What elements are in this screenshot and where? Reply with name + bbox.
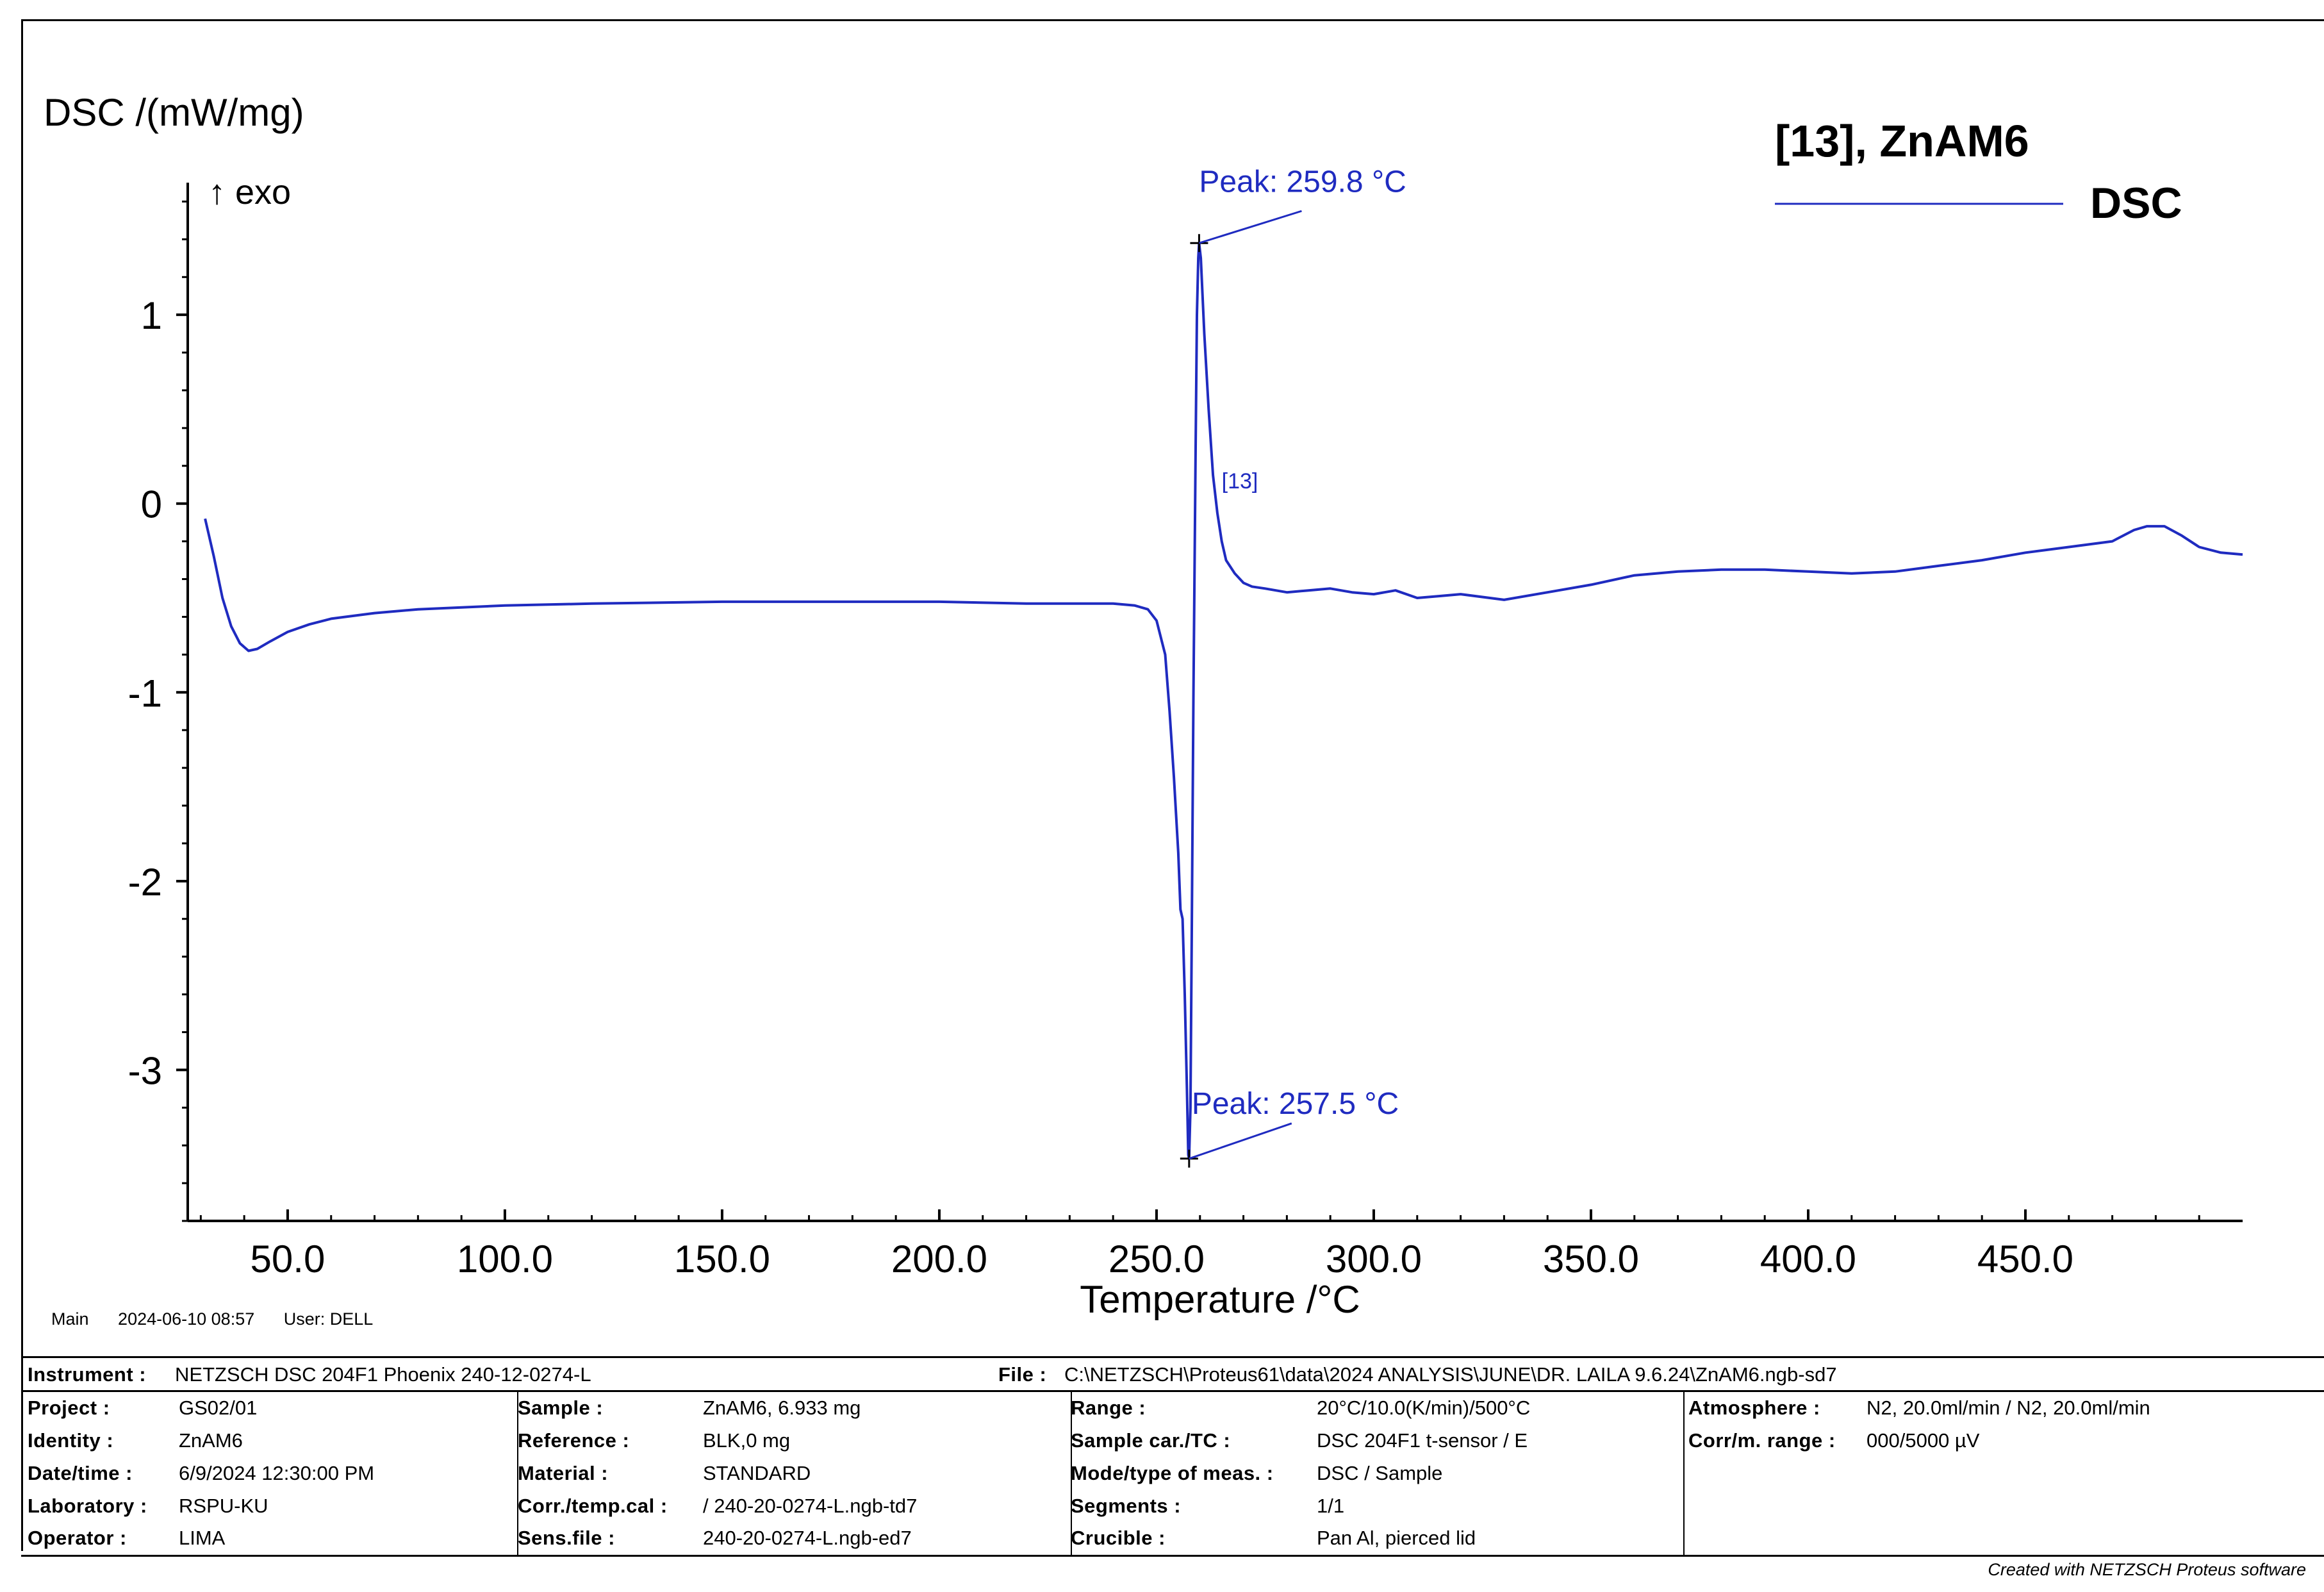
exo-label: ↑ exo — [208, 173, 291, 211]
x-tick-label: 50.0 — [251, 1238, 326, 1281]
material-label: Material : — [518, 1462, 609, 1484]
x-tick-label: 300.0 — [1326, 1238, 1422, 1281]
atmosphere-label: Atmosphere : — [1688, 1397, 1820, 1419]
instrument-value: NETZSCH DSC 204F1 Phoenix 240-12-0274-L — [175, 1363, 591, 1386]
peak-leader-line — [1189, 1122, 1292, 1160]
x-tick-label: 150.0 — [674, 1238, 770, 1281]
atmosphere-value: N2, 20.0ml/min / N2, 20.0ml/min — [1867, 1397, 2150, 1419]
datetime-label: Date/time : — [28, 1462, 133, 1484]
peak-annotation: Peak: 257.5 °C — [1192, 1087, 1399, 1121]
y-tick-label: 1 — [141, 294, 162, 337]
measurement-info-table: Instrument : NETZSCH DSC 204F1 Phoenix 2… — [21, 1356, 2324, 1557]
meta-user: User: DELL — [283, 1309, 374, 1329]
instrument-label: Instrument : — [28, 1363, 147, 1386]
crucible-label: Crucible : — [1071, 1527, 1166, 1549]
reference-value: BLK,0 mg — [703, 1429, 791, 1452]
mode-type-label: Mode/type of meas. : — [1071, 1462, 1274, 1484]
laboratory-label: Laboratory : — [28, 1495, 147, 1517]
sample-label: Sample : — [518, 1397, 604, 1419]
y-tick-label: -2 — [128, 861, 162, 904]
table-divider — [21, 1390, 2324, 1392]
sens-file-label: Sens.file : — [518, 1527, 615, 1549]
report-frame — [21, 19, 2324, 1551]
y-tick-label: 0 — [141, 483, 162, 526]
table-bottom — [21, 1555, 2324, 1557]
y-tick-label: -1 — [128, 672, 162, 715]
sample-car-value: DSC 204F1 t-sensor / E — [1317, 1429, 1528, 1452]
dsc-series-line — [204, 242, 2243, 1160]
legend-entry: DSC — [2090, 179, 2182, 228]
sample-car-label: Sample car./TC : — [1071, 1429, 1231, 1452]
table-column-divider — [1071, 1390, 1072, 1555]
meta-line: Main 2024-06-10 08:57 User: DELL — [51, 1309, 397, 1329]
y-tick-label: -3 — [128, 1049, 162, 1092]
x-tick-label: 350.0 — [1543, 1238, 1639, 1281]
x-tick-label: 100.0 — [457, 1238, 553, 1281]
laboratory-value: RSPU-KU — [179, 1495, 268, 1517]
sens-file-value: 240-20-0274-L.ngb-ed7 — [703, 1527, 912, 1549]
crucible-value: Pan Al, pierced lid — [1317, 1527, 1476, 1549]
segments-label: Segments : — [1071, 1495, 1182, 1517]
table-column-divider — [1683, 1390, 1685, 1555]
material-value: STANDARD — [703, 1462, 811, 1484]
meta-segment: Main — [51, 1309, 89, 1329]
x-tick-label: 400.0 — [1760, 1238, 1856, 1281]
identity-label: Identity : — [28, 1429, 114, 1452]
x-tick-label: 450.0 — [1977, 1238, 2073, 1281]
x-tick-label: 200.0 — [891, 1238, 987, 1281]
legend-title: [13], ZnAM6 — [1775, 116, 2029, 166]
meta-timestamp: 2024-06-10 08:57 — [118, 1309, 255, 1329]
peak-annotation: Peak: 259.8 °C — [1199, 165, 1406, 199]
operator-label: Operator : — [28, 1527, 127, 1549]
file-value: C:\NETZSCH\Proteus61\data\2024 ANALYSIS\… — [1064, 1363, 1837, 1386]
range-label: Range : — [1071, 1397, 1146, 1419]
dsc-chart: DSC /(mW/mg) ↑ exo Temperature /°C [13],… — [44, 91, 2243, 1320]
corr-m-range-label: Corr/m. range : — [1688, 1429, 1836, 1452]
identity-value: ZnAM6 — [179, 1429, 243, 1452]
curve-label: [13] — [1222, 469, 1258, 493]
y-axis-label: DSC /(mW/mg) — [44, 91, 304, 134]
project-value: GS02/01 — [179, 1397, 258, 1419]
reference-label: Reference : — [518, 1429, 630, 1452]
operator-value: LIMA — [179, 1527, 226, 1549]
sample-value: ZnAM6, 6.933 mg — [703, 1397, 861, 1419]
segments-value: 1/1 — [1317, 1495, 1345, 1517]
peak-leader-line — [1198, 210, 1302, 244]
corr-temp-cal-value: / 240-20-0274-L.ngb-td7 — [703, 1495, 918, 1517]
software-credit: Created with NETZSCH Proteus software — [1988, 1560, 2306, 1579]
x-axis-label: Temperature /°C — [1080, 1278, 1360, 1320]
corr-temp-cal-label: Corr./temp.cal : — [518, 1495, 668, 1517]
datetime-value: 6/9/2024 12:30:00 PM — [179, 1462, 375, 1484]
range-value: 20°C/10.0(K/min)/500°C — [1317, 1397, 1531, 1419]
corr-m-range-value: 000/5000 µV — [1867, 1429, 1980, 1452]
x-tick-label: 250.0 — [1108, 1238, 1205, 1281]
file-label: File : — [998, 1363, 1047, 1386]
project-label: Project : — [28, 1397, 110, 1419]
table-column-divider — [517, 1390, 518, 1555]
mode-type-value: DSC / Sample — [1317, 1462, 1443, 1484]
